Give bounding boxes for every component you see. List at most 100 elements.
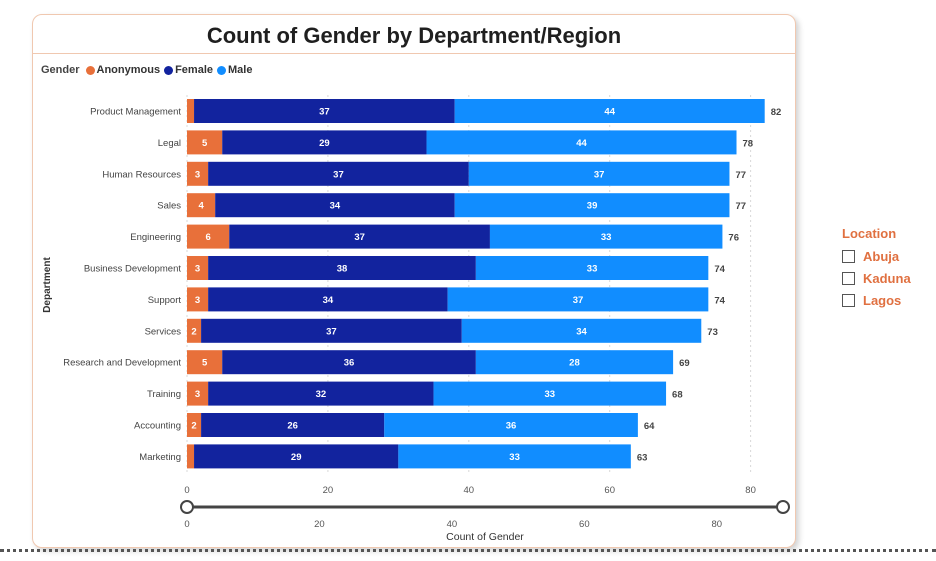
data-label: 37 bbox=[333, 169, 344, 180]
slider-tick-label: 60 bbox=[579, 519, 590, 530]
location-slicer: Location Abuja Kaduna Lagos bbox=[842, 226, 911, 311]
category-label: Accounting bbox=[134, 421, 181, 432]
data-label: 34 bbox=[576, 326, 587, 337]
data-label: 44 bbox=[604, 107, 615, 118]
bar-segment-female bbox=[201, 413, 385, 437]
range-slider-handle-max[interactable] bbox=[776, 500, 790, 514]
total-label: 68 bbox=[672, 390, 683, 401]
x-tick-label: 40 bbox=[464, 485, 475, 496]
total-label: 69 bbox=[679, 358, 690, 369]
bar-segment-male bbox=[433, 381, 667, 406]
category-label: Sales bbox=[157, 201, 181, 212]
bar-segment-anonymous bbox=[187, 287, 209, 312]
data-label: 33 bbox=[601, 232, 612, 243]
data-label: 37 bbox=[573, 295, 584, 306]
data-label: 37 bbox=[319, 107, 330, 118]
legend-label-anonymous: Anonymous bbox=[96, 64, 161, 76]
x-tick-label: 60 bbox=[604, 485, 615, 496]
bar-segment-male bbox=[426, 130, 737, 155]
category-label: Services bbox=[145, 326, 182, 337]
range-slider-handle-min[interactable] bbox=[180, 500, 194, 514]
total-label: 73 bbox=[707, 327, 718, 338]
bar-segment-male bbox=[489, 224, 723, 249]
bar-segment-anonymous bbox=[187, 381, 209, 406]
slicer-option-lagos[interactable]: Lagos bbox=[842, 289, 911, 311]
total-label: 74 bbox=[714, 264, 725, 275]
bar-segment-female bbox=[194, 99, 455, 123]
data-label: 3 bbox=[195, 295, 200, 306]
legend-dot-male bbox=[217, 65, 226, 75]
bar-segment-anonymous bbox=[187, 99, 195, 123]
data-label: 44 bbox=[576, 138, 587, 149]
bar-segment-male bbox=[454, 99, 765, 123]
total-label: 64 bbox=[644, 421, 655, 432]
bar-segment-anonymous bbox=[187, 130, 223, 155]
x-tick-label: 0 bbox=[184, 485, 189, 496]
title-divider bbox=[33, 53, 795, 54]
data-label: 6 bbox=[205, 232, 210, 243]
bar-segment-male bbox=[398, 444, 631, 469]
total-label: 63 bbox=[637, 452, 648, 463]
category-label: Business Development bbox=[84, 264, 182, 275]
y-axis-title: Department bbox=[42, 257, 53, 313]
bar-segment-anonymous bbox=[187, 444, 195, 469]
legend-label-male: Male bbox=[228, 64, 253, 76]
slicer-option-abuja[interactable]: Abuja bbox=[842, 245, 911, 267]
data-label: 37 bbox=[326, 326, 337, 337]
slicer-option-label: Abuja bbox=[863, 248, 900, 264]
bar-segment-male bbox=[461, 318, 702, 343]
bar-segment-anonymous bbox=[187, 413, 202, 437]
legend-item-anonymous[interactable]: Anonymous bbox=[85, 64, 161, 76]
bar-segment-anonymous bbox=[187, 350, 223, 375]
data-label: 3 bbox=[195, 389, 200, 400]
bar-segment-male bbox=[475, 256, 709, 280]
bar-segment-male bbox=[384, 413, 638, 437]
chart-legend: Gender Anonymous Female Male bbox=[41, 62, 256, 78]
x-axis-title: Count of Gender bbox=[446, 531, 524, 543]
category-label: Engineering bbox=[130, 232, 181, 243]
checkbox-abuja[interactable] bbox=[842, 249, 855, 263]
data-label: 5 bbox=[202, 358, 208, 369]
total-label: 82 bbox=[771, 107, 782, 118]
bar-segment-male bbox=[475, 350, 674, 375]
category-label: Training bbox=[147, 389, 181, 400]
bar-segment-anonymous bbox=[187, 256, 209, 280]
slider-tick-label: 20 bbox=[314, 519, 325, 530]
bar-segment-anonymous bbox=[187, 193, 216, 218]
bar-segment-female bbox=[201, 318, 462, 343]
slider-tick-label: 40 bbox=[447, 519, 458, 530]
legend-item-male[interactable]: Male bbox=[217, 64, 252, 76]
bar-segment-anonymous bbox=[187, 224, 230, 249]
bar-segment-female bbox=[208, 287, 448, 312]
category-label: Marketing bbox=[139, 452, 181, 463]
checkbox-lagos[interactable] bbox=[842, 293, 855, 307]
legend-dot-anonymous bbox=[85, 65, 95, 75]
checkbox-kaduna[interactable] bbox=[842, 271, 855, 285]
data-label: 37 bbox=[594, 169, 605, 180]
data-label: 4 bbox=[198, 201, 204, 212]
slicer-title: Location bbox=[842, 226, 897, 241]
total-label: 74 bbox=[714, 295, 725, 306]
data-label: 2 bbox=[191, 421, 196, 432]
bar-segment-female bbox=[208, 381, 434, 406]
data-label: 37 bbox=[354, 232, 365, 243]
data-label: 36 bbox=[506, 421, 517, 432]
data-label: 34 bbox=[323, 295, 334, 306]
data-label: 33 bbox=[587, 264, 598, 275]
bar-segment-female bbox=[208, 161, 469, 186]
bar-segment-male bbox=[454, 193, 730, 218]
data-label: 33 bbox=[545, 389, 556, 400]
total-label: 78 bbox=[743, 138, 754, 149]
slicer-option-label: Lagos bbox=[863, 292, 902, 308]
category-label: Product Management bbox=[90, 107, 181, 118]
legend-title: Gender bbox=[41, 64, 80, 76]
total-label: 77 bbox=[735, 201, 746, 212]
total-label: 77 bbox=[735, 170, 746, 181]
slicer-option-kaduna[interactable]: Kaduna bbox=[842, 267, 911, 289]
legend-item-female[interactable]: Female bbox=[164, 64, 213, 76]
category-label: Research and Development bbox=[63, 358, 181, 369]
data-label: 32 bbox=[316, 389, 327, 400]
legend-dot-female bbox=[164, 65, 174, 75]
bar-segment-female bbox=[215, 193, 455, 218]
